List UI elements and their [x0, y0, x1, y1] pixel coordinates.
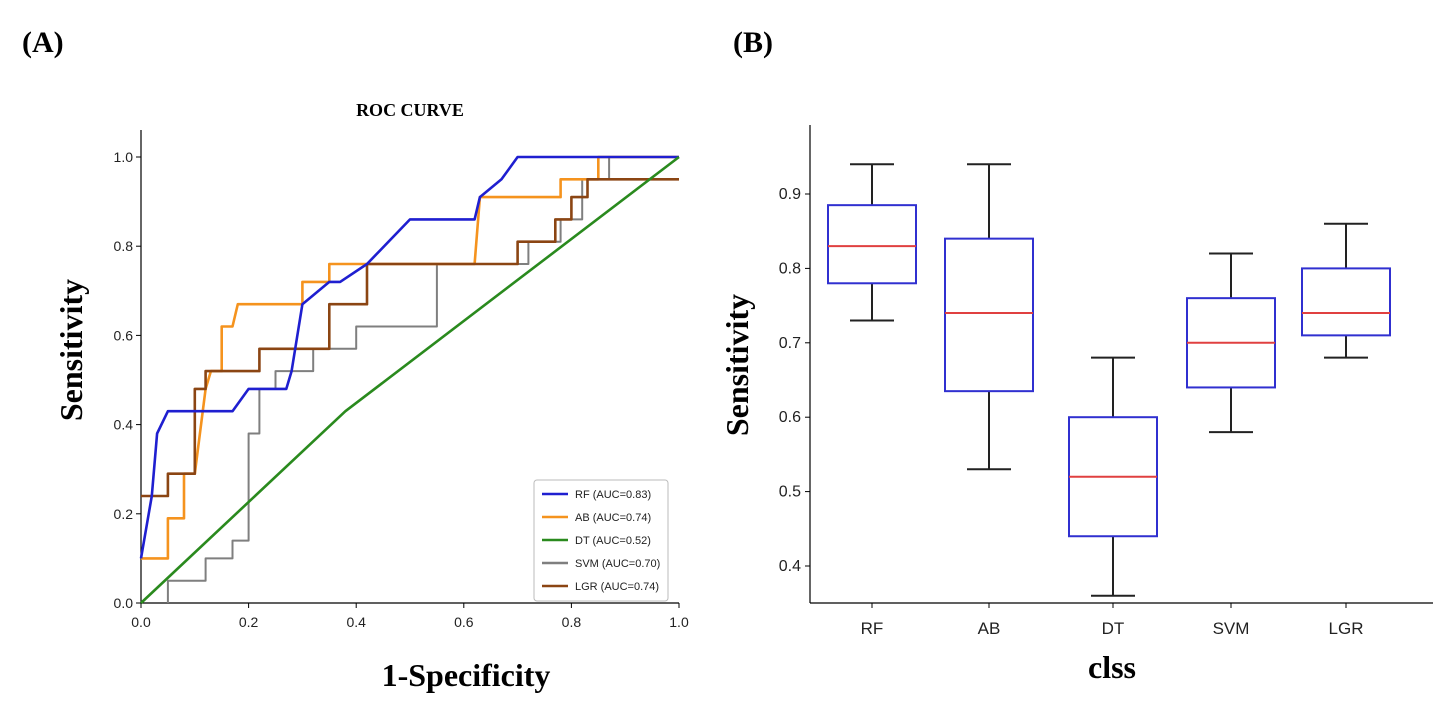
roc-legend-label: SVM (AUC=0.70)	[575, 558, 660, 570]
roc-legend-label: DT (AUC=0.52)	[575, 535, 651, 547]
roc-series-ab	[141, 155, 679, 560]
roc-legend-label: AB (AUC=0.74)	[575, 512, 651, 524]
box-iqr	[827, 204, 917, 285]
roc-axes: 0.0 0.2 0.4 0.6 0.8 1.0 0.0 0.2 0.4 0.6 0.8 1.0	[114, 130, 689, 630]
box-x-tick-label: RF	[861, 619, 884, 638]
box-iqr	[944, 237, 1034, 393]
roc-legend-label: RF (AUC=0.83)	[575, 489, 651, 501]
roc-x-tick-label: 0.0	[131, 614, 151, 630]
roc-series-dt	[140, 155, 680, 604]
roc-series-lgr	[141, 178, 679, 498]
roc-x-tick-label: 0.2	[239, 614, 259, 630]
roc-y-tick-label: 0.4	[114, 417, 134, 433]
roc-y-tick-label: 0.0	[114, 595, 134, 611]
panel-label-a: (A)	[22, 26, 64, 59]
box-x-tick-label: AB	[978, 619, 1001, 638]
box-y-tick-label: 0.5	[779, 484, 801, 501]
roc-x-tick-label: 0.6	[454, 614, 474, 630]
roc-title: ROC CURVE	[356, 100, 464, 120]
roc-xlabel: 1-Specificity	[382, 657, 551, 693]
roc-lines	[139, 155, 680, 604]
roc-legend-label: LGR (AUC=0.74)	[575, 581, 659, 593]
box-axes: 0.4 0.5 0.6 0.7 0.8 0.9 RF AB DT SVM LGR	[779, 125, 1433, 638]
box-y-tick-label: 0.6	[779, 409, 801, 426]
roc-y-tick-label: 0.8	[114, 238, 134, 254]
roc-y-tick-label: 0.2	[114, 506, 134, 522]
panel-label-b: (B)	[733, 26, 773, 59]
box-y-tick-label: 0.8	[779, 260, 801, 277]
roc-x-tick-label: 0.8	[562, 614, 582, 630]
box-ylabel: Sensitivity	[720, 294, 755, 436]
box-y-tick-label: 0.7	[779, 335, 801, 352]
box-x-tick-label: LGR	[1329, 619, 1364, 638]
roc-legend-frame	[533, 479, 669, 602]
roc-chart: ROC CURVE Sensitivity 1-Specificity 0.0 0…	[53, 100, 689, 693]
roc-y-tick-label: 0.6	[114, 327, 134, 343]
roc-ylabel: Sensitivity	[53, 279, 89, 421]
roc-y-tick-label: 1.0	[114, 149, 134, 165]
roc-legend: RF (AUC=0.83) AB (AUC=0.74) DT (AUC=0.52) S…	[533, 479, 669, 602]
box-marks	[827, 163, 1391, 597]
box-x-tick-label: SVM	[1213, 619, 1250, 638]
roc-series-rf	[139, 155, 679, 559]
box-y-tick-label: 0.4	[779, 558, 801, 575]
roc-x-tick-label: 0.4	[346, 614, 366, 630]
box-iqr	[1301, 267, 1391, 337]
box-chart: Sensitivity clss 0.4 0.5 0.6 0.7 0.8 0.9 RF AB D…	[720, 125, 1433, 685]
box-x-tick-label: DT	[1102, 619, 1125, 638]
roc-x-tick-label: 1.0	[669, 614, 689, 630]
box-xlabel: clss	[1088, 649, 1136, 685]
box-y-tick-label: 0.9	[779, 186, 801, 203]
